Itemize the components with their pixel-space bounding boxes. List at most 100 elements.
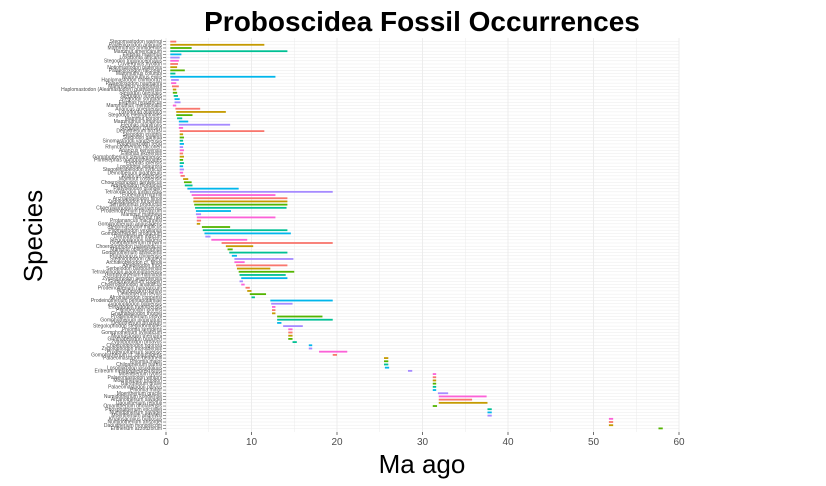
x-tick-label: 30 [417,437,429,448]
species-label: Gomphotherium sylvaticum [101,330,162,336]
species-label: Protanancus chinjiensis [109,253,162,259]
species-label: Gomphotherium steinheimense [93,154,163,160]
occurrence-bar [172,104,177,107]
occurrence-bar [437,392,449,395]
species-label: Elephas ekorensis [121,151,162,157]
species-label: Phosphatherium escuilliei [105,407,162,413]
species-label: Mammuthus columbi [116,71,162,77]
species-label: Miomastodon merriami [111,333,162,339]
occurrence-bar [170,72,176,75]
occurrence-bar [432,389,437,391]
species-label: Gomphotherium cooperi [108,279,162,285]
gridlines [165,38,680,432]
species-label: Afromastodon coppensi [109,295,162,301]
species-label: Loxodonta adaurora [117,164,162,170]
occurrence-bar [288,337,293,340]
occurrence-bar [438,401,488,404]
species-label: Moeritherium gracile [117,391,163,397]
species-label: Haplomastodon (Aleamastodon) guayasensis [61,87,162,93]
species-label: Deinotherium giganteum [108,170,162,176]
occurrence-bar [170,56,180,59]
species-label: Amebelodon fricki [122,263,162,269]
occurrence-bar [196,222,201,225]
species-label: Chilgatherium harrisi [116,362,162,368]
species-label: Stegodon sondaari [120,97,162,103]
species-label: Moeritherium trigodon [113,378,162,384]
species-label: Phiomia serridens [122,327,163,333]
occurrence-bar [432,385,437,388]
occurrence-bar [277,315,323,318]
species-label: Sinomastodon yangziensis [103,138,163,144]
occurrence-bar [231,254,237,257]
occurrence-bar [292,341,297,343]
occurrence-bar [277,322,282,324]
species-label: Moeritherium andrewsi [111,413,162,419]
species-label: Rhynchotherium falconeri [105,145,162,151]
species-label: Numidotherium koholense [104,394,162,400]
species-label: Numidotherium ansorgei [108,420,162,426]
species-label: Stegodon zdanskyi [120,126,162,132]
occurrence-bar [170,63,178,65]
occurrence-bar [202,229,288,232]
occurrence-bar [196,219,202,222]
occurrence-bar [178,123,231,126]
x-tick-label: 20 [331,437,343,448]
occurrence-bar [234,258,294,260]
occurrence-bar [196,216,276,219]
species-label: Platybelodon loomisi [116,308,162,314]
species-label: Prodeinotherium hungaricum [98,285,162,291]
species-label: Elephas maximus [123,52,163,58]
occurrence-bar [170,43,265,46]
occurrence-bar [204,232,291,235]
species-label: Gomphotherium annectens [102,250,163,256]
species-label: Zygolophodon gobiensis [108,301,163,307]
species-label: Protanancus macinnesi [110,218,162,224]
species-label: Mammut matthewi [121,212,162,218]
occurrence-bar [179,168,184,171]
occurrence-bar [179,149,184,152]
occurrence-bar [432,373,437,375]
occurrence-bar [487,408,492,411]
occurrence-bar [193,200,288,203]
occurrence-bar [487,414,492,417]
occurrence-bar [288,331,293,334]
x-axis: 0 10 20 30 40 50 60 [163,432,685,448]
occurrence-bar [239,280,243,283]
species-label: Mammuthus exilis [122,74,163,80]
species-label: Prodeinotherium sinense [107,349,163,355]
occurrence-bar [487,411,492,414]
species-label: Archaeobelodon cf. filholi [106,260,162,266]
species-label: Choerolophodon pentelicus [101,180,162,186]
x-tick-label: 40 [502,437,514,448]
species-label: Stegomastodon mirificus [107,225,162,231]
species-label: Pliomastodon vexillarius [108,228,162,234]
species-label: Omanitherium dhofarensis [103,404,162,410]
species-label: Arcanotherium savagei [111,397,162,403]
species-label: Loxodonta atlantica [119,110,163,116]
occurrence-bar [221,242,333,244]
occurrence-bar [247,290,252,292]
occurrence-bar [608,417,614,420]
occurrence-bar [180,174,185,177]
species-label: Choerolophodon ngorora [106,343,162,349]
species-label: Deinotherium bozasi [116,129,162,135]
species-label: Zygolophodon aegyptensis [102,276,162,282]
species-label: Mammut cosoensis [119,177,163,183]
species-label: Barytherium grave [121,381,162,387]
species-label: Serbelodon barbourensis [106,266,162,272]
occurrence-bar [288,328,293,331]
species-label: Choerolophodon kisumuensis [96,205,162,211]
species-label: Haplomastodon chimborazi [101,78,162,84]
occurrence-bar [438,398,473,401]
species-label: Gomphotherium browni [110,241,162,247]
occurrence-bar [178,127,184,129]
occurrence-bar [288,334,293,337]
occurrence-bar [319,350,348,353]
species-label: Khamsaconus bulbosus [109,416,163,422]
occurrence-bar [438,395,487,398]
occurrence-bar [238,270,295,273]
occurrence-bar [173,95,178,97]
occurrence-bar [195,213,202,216]
